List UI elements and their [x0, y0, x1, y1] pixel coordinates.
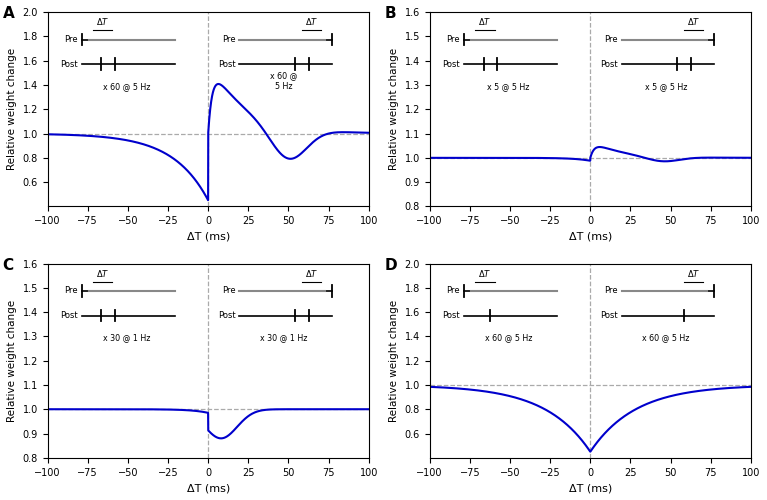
X-axis label: ΔT (ms): ΔT (ms): [568, 483, 612, 493]
X-axis label: ΔT (ms): ΔT (ms): [186, 483, 230, 493]
Y-axis label: Relative weight change: Relative weight change: [389, 300, 399, 422]
Y-axis label: Relative weight change: Relative weight change: [389, 48, 399, 170]
Y-axis label: Relative weight change: Relative weight change: [7, 300, 17, 422]
Text: A: A: [2, 6, 15, 22]
Text: C: C: [2, 258, 14, 273]
X-axis label: ΔT (ms): ΔT (ms): [186, 232, 230, 241]
X-axis label: ΔT (ms): ΔT (ms): [568, 232, 612, 241]
Text: D: D: [385, 258, 397, 273]
Text: B: B: [385, 6, 397, 22]
Y-axis label: Relative weight change: Relative weight change: [7, 48, 17, 170]
